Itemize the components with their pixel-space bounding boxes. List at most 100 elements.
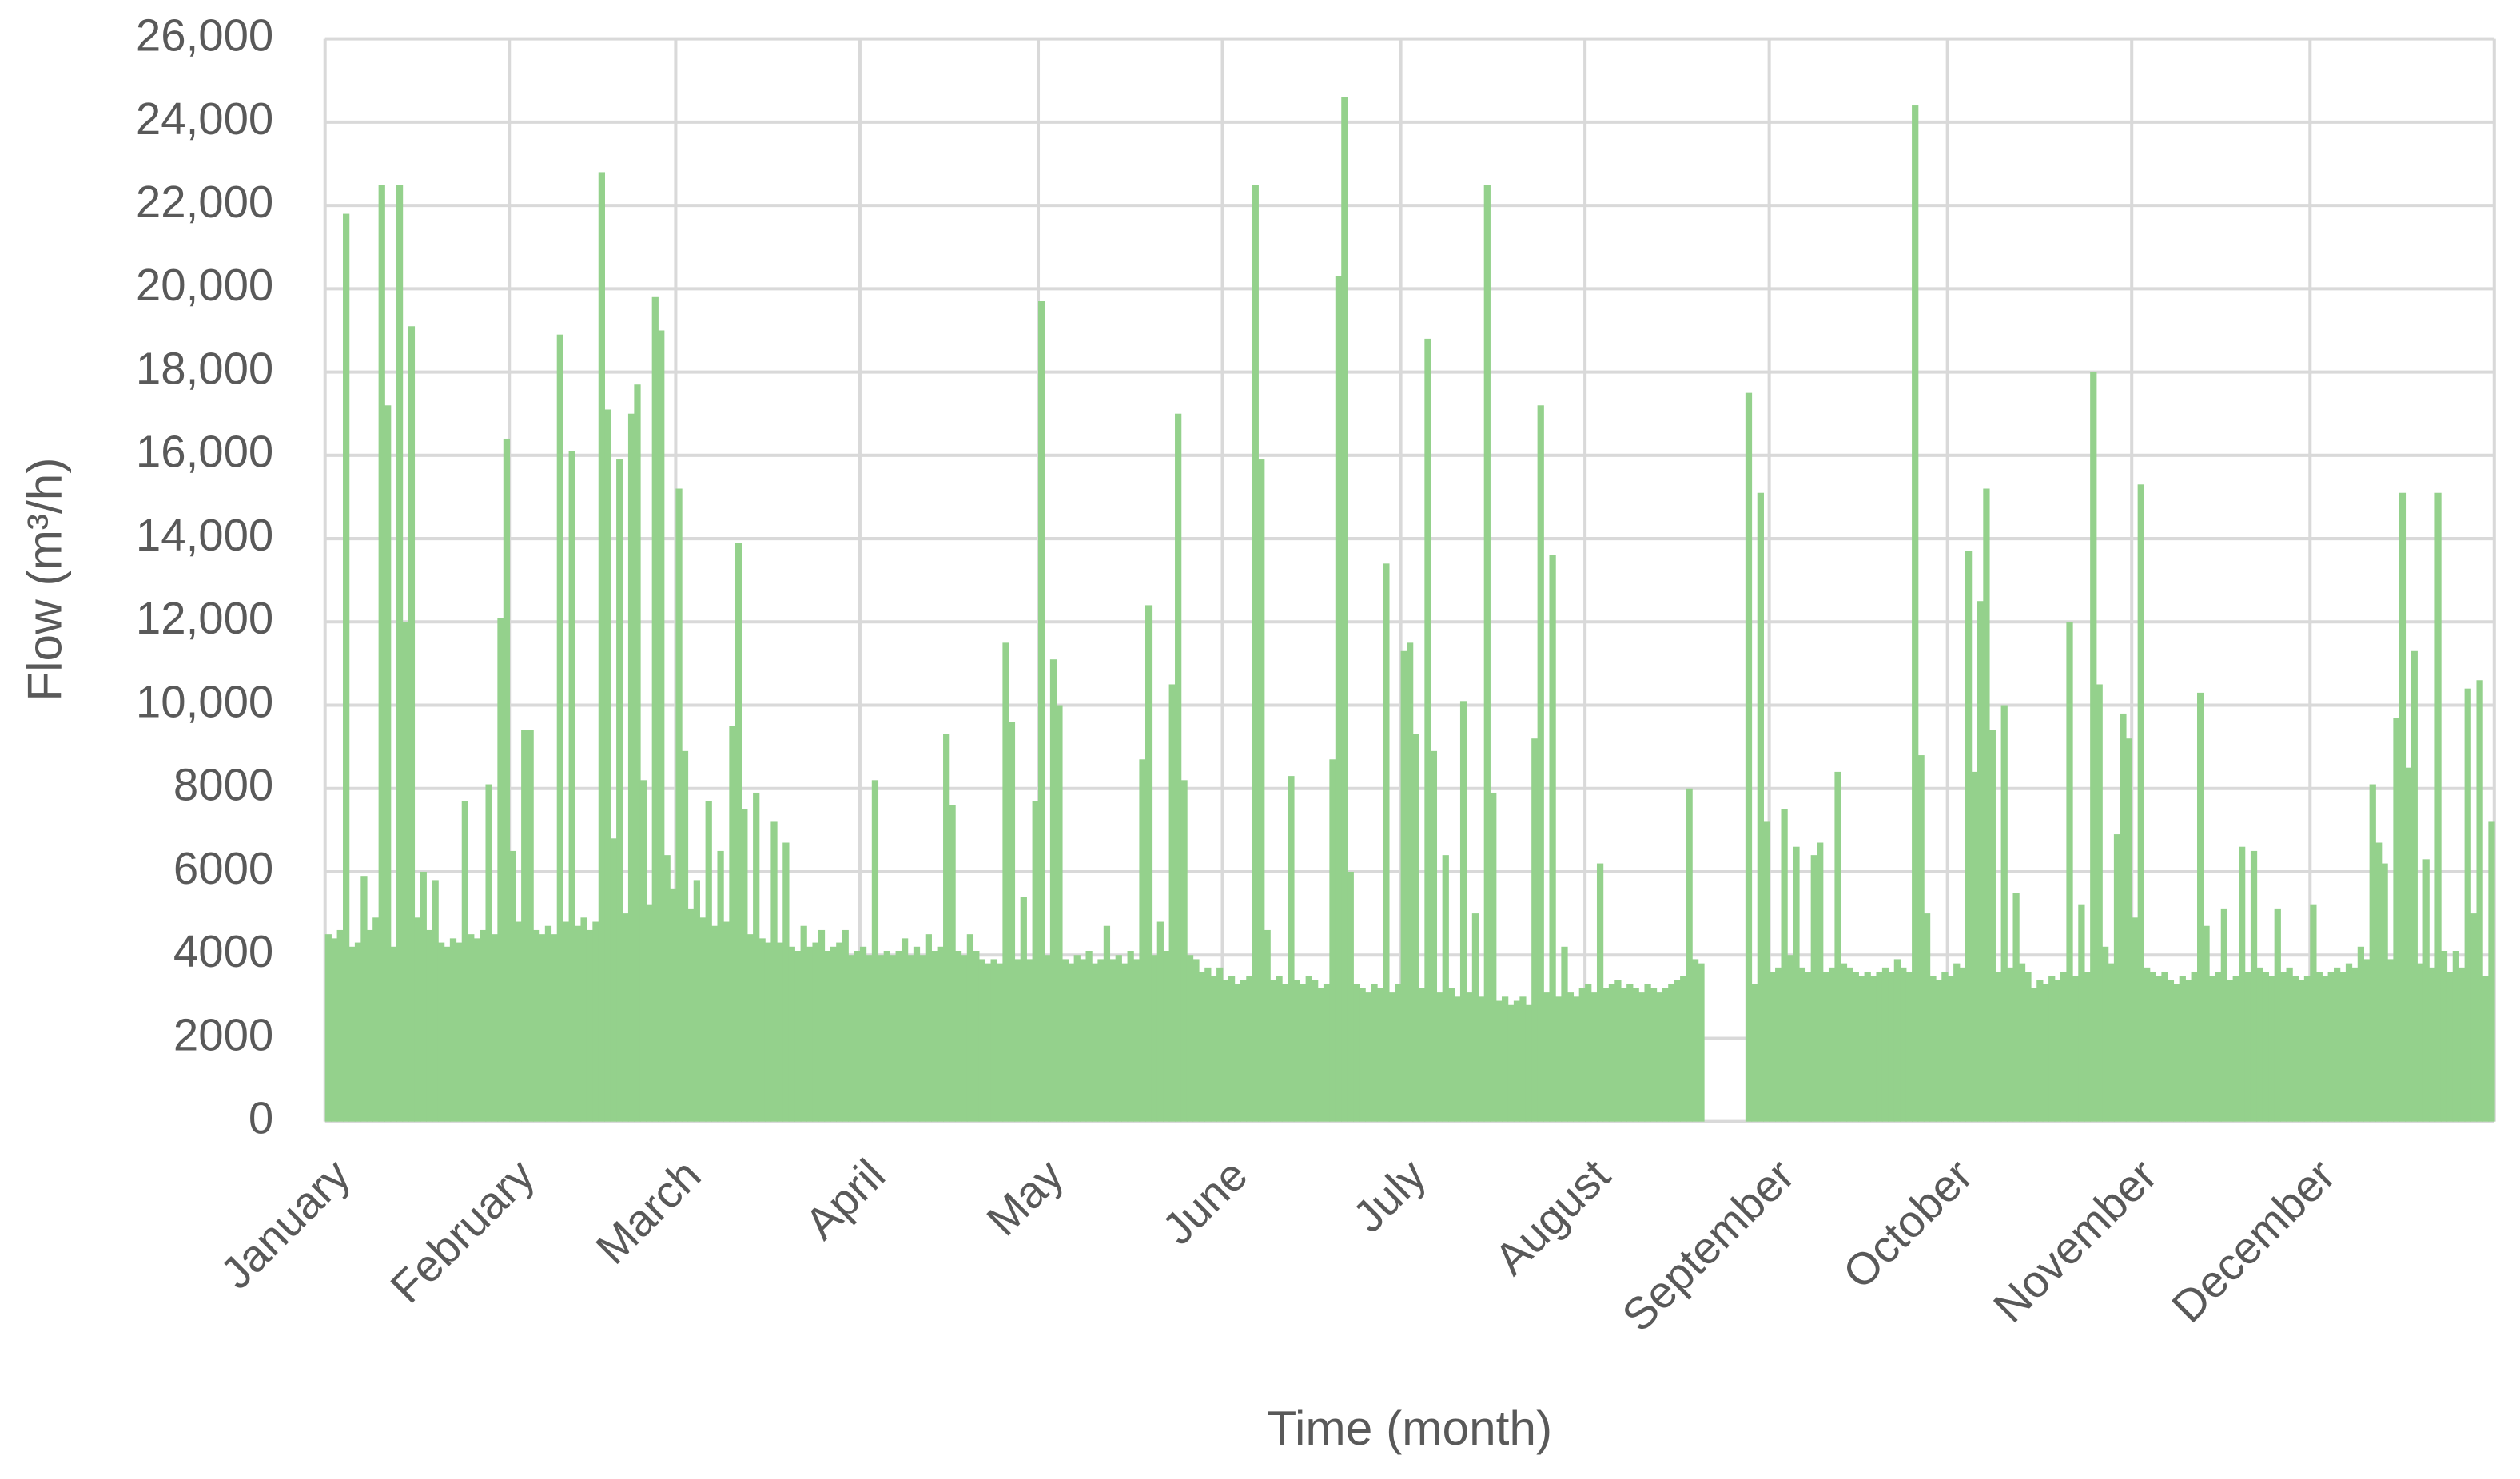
bar bbox=[937, 946, 944, 1122]
bar bbox=[1834, 771, 1841, 1122]
bar bbox=[1549, 555, 1556, 1122]
bar bbox=[985, 963, 992, 1122]
bar bbox=[1638, 992, 1646, 1122]
bar bbox=[1204, 967, 1212, 1122]
y-tick-label: 18,000 bbox=[136, 343, 273, 393]
bar bbox=[859, 946, 867, 1122]
bar bbox=[1383, 563, 1390, 1122]
bar bbox=[2096, 684, 2103, 1122]
bar bbox=[2132, 917, 2139, 1122]
bar bbox=[2072, 976, 2080, 1122]
bar bbox=[324, 934, 332, 1122]
bar bbox=[1537, 405, 1544, 1122]
y-tick-label: 14,000 bbox=[136, 510, 273, 560]
bar bbox=[878, 955, 885, 1122]
bar bbox=[1258, 459, 1265, 1122]
bar bbox=[622, 913, 629, 1122]
bar bbox=[1893, 959, 1901, 1122]
y-tick-label: 4000 bbox=[173, 926, 273, 976]
bar bbox=[1614, 980, 1622, 1122]
x-tick-label: December bbox=[2162, 1150, 2344, 1332]
bar bbox=[2345, 963, 2353, 1122]
bar bbox=[925, 934, 932, 1122]
bar bbox=[1049, 659, 1057, 1122]
bar bbox=[1192, 959, 1200, 1122]
bar bbox=[366, 929, 374, 1122]
bar bbox=[1252, 185, 1259, 1122]
bar bbox=[586, 929, 594, 1122]
bar bbox=[2066, 622, 2073, 1122]
bar bbox=[1602, 988, 1610, 1122]
bar bbox=[1240, 980, 1248, 1122]
bar bbox=[723, 921, 731, 1122]
bar bbox=[2232, 976, 2239, 1122]
bar bbox=[1935, 980, 1943, 1122]
bar bbox=[663, 855, 671, 1122]
bar bbox=[1168, 684, 1176, 1122]
bar bbox=[1543, 992, 1551, 1122]
bar bbox=[2149, 972, 2156, 1122]
bar bbox=[1198, 972, 1206, 1122]
bar bbox=[1941, 972, 1949, 1122]
bar bbox=[1763, 821, 1770, 1122]
bar bbox=[1442, 855, 1449, 1122]
bar bbox=[384, 405, 392, 1122]
bar bbox=[1567, 992, 1575, 1122]
bar bbox=[729, 726, 736, 1122]
bar bbox=[1686, 788, 1693, 1122]
bar bbox=[1281, 984, 1289, 1122]
bar bbox=[1917, 755, 1925, 1122]
bar bbox=[1038, 300, 1045, 1122]
bar bbox=[735, 543, 742, 1122]
bar bbox=[2179, 976, 2186, 1122]
bar bbox=[1466, 992, 1473, 1122]
bar bbox=[1775, 967, 1782, 1122]
bar bbox=[2488, 821, 2495, 1122]
bar bbox=[830, 946, 837, 1122]
bar bbox=[812, 942, 819, 1122]
bar bbox=[1068, 963, 1075, 1122]
bar bbox=[616, 459, 623, 1122]
bar bbox=[1454, 996, 1461, 1122]
bar bbox=[949, 805, 956, 1122]
bar bbox=[2239, 846, 2246, 1122]
bar bbox=[396, 185, 404, 1122]
bar bbox=[1020, 897, 1027, 1122]
bar bbox=[1032, 801, 1039, 1122]
bar bbox=[931, 951, 938, 1122]
y-tick-label: 24,000 bbox=[136, 93, 273, 144]
bar bbox=[2476, 680, 2483, 1122]
x-tick-label: March bbox=[586, 1150, 710, 1274]
bar bbox=[651, 296, 659, 1122]
bar bbox=[348, 946, 356, 1122]
bar bbox=[1317, 988, 1324, 1122]
bar bbox=[2102, 946, 2109, 1122]
bar bbox=[2387, 959, 2395, 1122]
bar bbox=[658, 330, 665, 1122]
bar bbox=[966, 934, 974, 1122]
bar bbox=[2286, 967, 2293, 1122]
bar bbox=[372, 917, 380, 1122]
x-tick-label: April bbox=[795, 1150, 894, 1249]
bar bbox=[2113, 834, 2121, 1122]
bar bbox=[996, 963, 1004, 1122]
bar bbox=[1347, 871, 1354, 1122]
bar bbox=[336, 929, 344, 1122]
bar bbox=[1490, 792, 1497, 1122]
bar bbox=[1008, 722, 1016, 1122]
bar bbox=[2262, 972, 2270, 1122]
bar bbox=[2274, 908, 2281, 1122]
bar bbox=[705, 801, 712, 1122]
bar bbox=[2125, 738, 2133, 1122]
bar bbox=[1478, 996, 1485, 1122]
bar bbox=[961, 955, 968, 1122]
bar bbox=[539, 934, 546, 1122]
bar bbox=[1888, 972, 1895, 1122]
bar bbox=[1002, 642, 1009, 1122]
bar bbox=[2411, 650, 2418, 1122]
bar bbox=[1323, 984, 1331, 1122]
bar bbox=[2227, 980, 2234, 1122]
bar bbox=[2012, 893, 2020, 1122]
bar bbox=[2161, 972, 2168, 1122]
